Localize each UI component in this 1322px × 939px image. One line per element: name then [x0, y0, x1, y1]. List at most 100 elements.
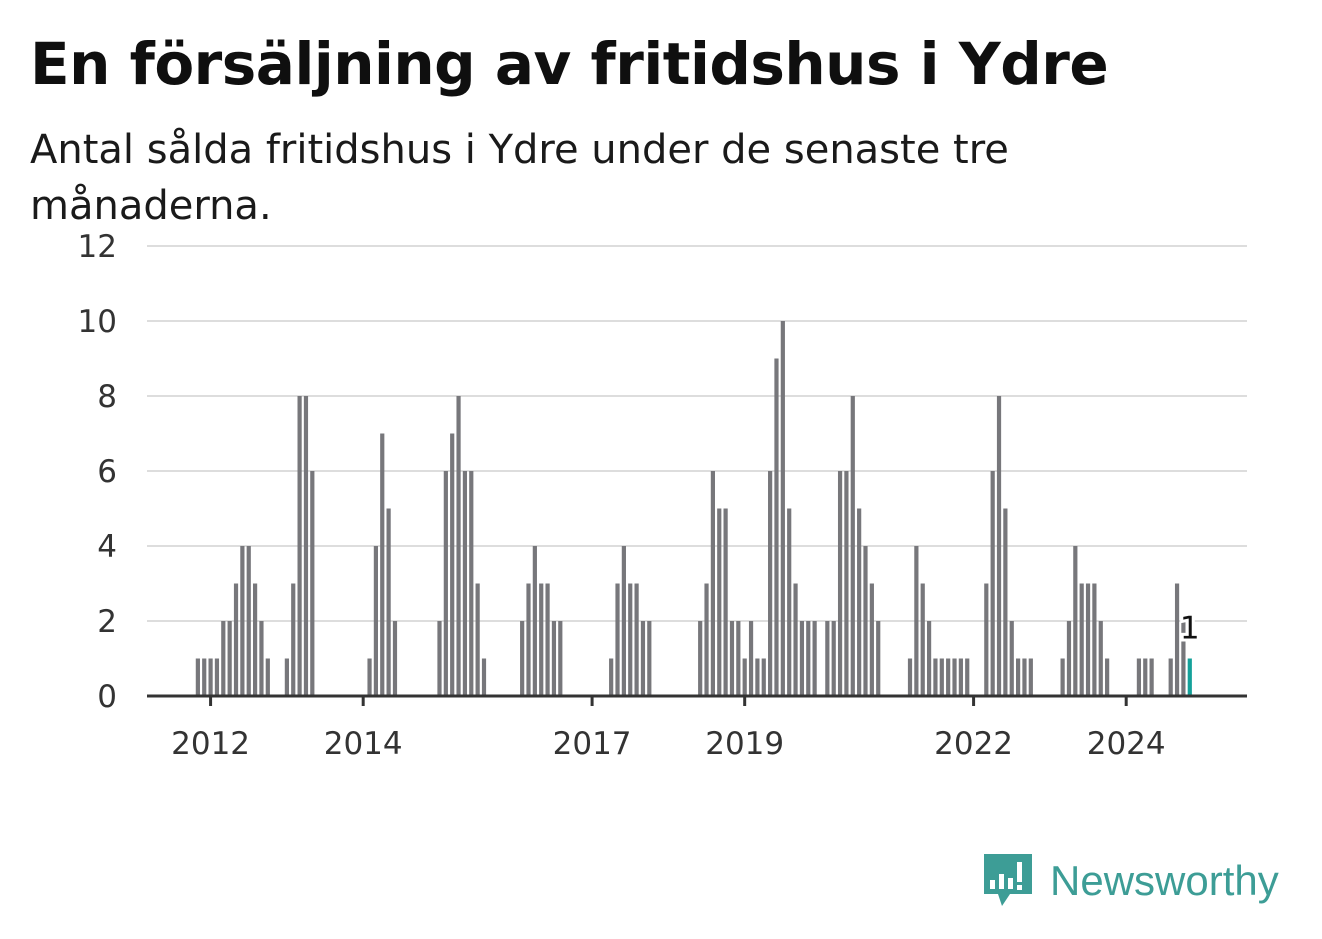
bar: [634, 583, 639, 696]
y-tick-label: 12: [78, 229, 117, 265]
bar: [812, 621, 817, 696]
bar: [1092, 583, 1097, 696]
bar: [558, 621, 563, 696]
bar: [1098, 621, 1103, 696]
bar: [793, 583, 798, 696]
newsworthy-logo-icon: [984, 854, 1032, 906]
bar: [310, 471, 315, 696]
bar: [996, 396, 1002, 696]
y-tick-label: 10: [78, 304, 117, 340]
bar: [850, 396, 855, 696]
bar: [742, 658, 747, 696]
bar: [297, 396, 302, 696]
bar: [755, 658, 760, 696]
x-tick-label: 2012: [171, 726, 250, 762]
x-tick-label: 2022: [934, 726, 1013, 762]
bar: [1143, 658, 1148, 696]
bar: [259, 621, 264, 696]
gridlines: [147, 245, 1247, 622]
bar: [837, 471, 843, 696]
bar: [437, 621, 442, 696]
bar: [208, 658, 213, 696]
bar: [876, 621, 881, 696]
bar: [240, 546, 245, 696]
bar: [799, 621, 805, 696]
bar: [221, 621, 226, 696]
bar: [640, 621, 646, 696]
y-tick-label: 2: [97, 604, 117, 640]
x-tick-label: 2017: [553, 726, 632, 762]
bar: [965, 658, 970, 696]
y-tick-label: 6: [97, 454, 117, 490]
bar: [1174, 583, 1180, 696]
bar: [863, 546, 868, 696]
bar: [265, 658, 270, 696]
bar: [831, 621, 836, 696]
bar: [710, 471, 715, 696]
bar: [469, 471, 474, 696]
bar: [984, 583, 989, 696]
bar: [628, 583, 633, 696]
bar: [926, 621, 932, 696]
bar: [1022, 658, 1027, 696]
bar: [392, 621, 398, 696]
bar: [958, 658, 963, 696]
y-tick-label: 8: [97, 379, 117, 415]
bar: [768, 471, 773, 696]
bar: [443, 471, 448, 696]
bar: [539, 583, 544, 696]
bar: [520, 621, 525, 696]
bar: [1016, 658, 1021, 696]
bar: [1136, 658, 1142, 696]
x-tick-label: 2024: [1087, 726, 1166, 762]
bar: [1028, 658, 1033, 696]
bar: [367, 658, 372, 696]
bar: [704, 583, 709, 696]
bar: [748, 621, 754, 696]
bar: [907, 658, 913, 696]
x-axis-ticks: 2012 2014 2017 2019 2022 2024: [171, 696, 1166, 762]
bar: [736, 621, 741, 696]
bar: [545, 583, 550, 696]
bar: [252, 583, 258, 696]
bar: [1060, 658, 1065, 696]
bar: [952, 658, 957, 696]
bar: [1149, 658, 1154, 696]
bar: [825, 621, 830, 696]
bar: [780, 321, 785, 696]
bar: [1079, 583, 1084, 696]
bar: [214, 658, 220, 696]
bar-chart: 0 2 4 6 8 10 12 2012 2014 2017 2019 2022 2024 1: [78, 229, 1247, 762]
newsworthy-logo: Newsworthy: [980, 850, 1279, 912]
bar: [857, 508, 862, 696]
bar: [990, 471, 995, 696]
bar: [291, 583, 296, 696]
highlight-value-label: 1: [1180, 611, 1200, 647]
bar: [1181, 621, 1186, 696]
bar: [774, 358, 779, 696]
brand-name: Newsworthy: [1050, 857, 1279, 904]
bar: [933, 658, 938, 696]
y-tick-label: 0: [97, 679, 117, 715]
bar: [844, 471, 849, 696]
bar: [462, 471, 468, 696]
bar: [1168, 658, 1173, 696]
bar: [246, 546, 251, 696]
bar: [717, 508, 722, 696]
bar: [621, 546, 626, 696]
bar: [551, 621, 557, 696]
y-tick-label: 4: [97, 529, 117, 565]
bar: [698, 621, 703, 696]
bar: [1009, 621, 1014, 696]
bar: [914, 546, 919, 696]
bar: [647, 621, 652, 696]
bar: [532, 546, 537, 696]
bar: [373, 546, 378, 696]
chart-subtitle: Antal sålda fritidshus i Ydre under de s…: [30, 127, 1009, 229]
bar: [195, 658, 200, 696]
bar-highlight: [1187, 658, 1192, 696]
bar: [1105, 658, 1110, 696]
bar: [202, 658, 207, 696]
bar: [761, 658, 766, 696]
bar: [609, 658, 614, 696]
